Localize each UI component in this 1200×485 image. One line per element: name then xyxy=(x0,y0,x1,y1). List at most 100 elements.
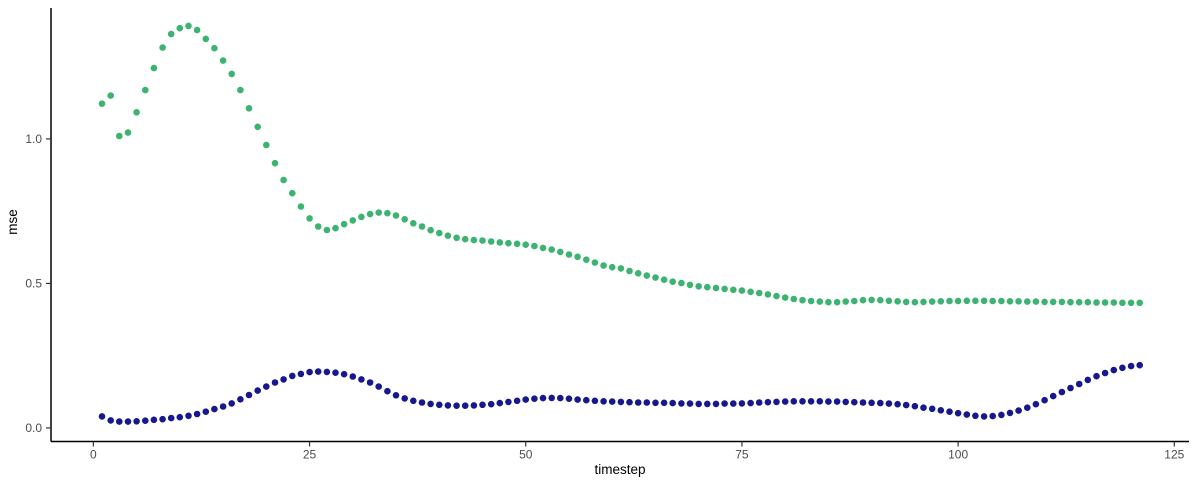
data-point xyxy=(349,373,357,380)
data-point xyxy=(1084,298,1092,306)
data-point xyxy=(669,399,676,407)
data-point xyxy=(626,267,633,275)
data-point xyxy=(401,216,409,223)
x-tick-label: 75 xyxy=(735,448,749,462)
data-point xyxy=(159,44,166,51)
data-point xyxy=(418,223,426,230)
data-point xyxy=(314,223,322,230)
data-point xyxy=(427,226,434,234)
data-point xyxy=(193,410,201,418)
data-point xyxy=(150,416,158,424)
data-point xyxy=(842,398,849,406)
data-point xyxy=(332,224,339,232)
data-point xyxy=(591,397,599,405)
data-point xyxy=(712,400,720,408)
data-point xyxy=(211,44,218,52)
data-point xyxy=(877,296,884,304)
data-point xyxy=(219,403,227,410)
data-point xyxy=(1093,299,1100,306)
data-point xyxy=(159,415,166,423)
x-tick-label: 125 xyxy=(1164,448,1184,462)
data-point xyxy=(755,289,763,297)
data-point xyxy=(851,398,858,406)
data-point xyxy=(1067,384,1074,392)
data-point xyxy=(1101,369,1109,377)
data-point xyxy=(911,298,919,306)
data-point xyxy=(980,413,988,420)
data-point xyxy=(678,400,685,407)
data-point xyxy=(219,57,227,64)
data-point xyxy=(928,405,936,413)
data-point xyxy=(340,370,348,378)
data-point xyxy=(1101,299,1109,306)
data-point xyxy=(773,292,780,300)
data-point xyxy=(730,286,737,294)
data-point xyxy=(574,253,581,261)
data-point xyxy=(608,398,616,405)
data-point xyxy=(245,105,253,112)
data-point xyxy=(781,398,789,405)
axes: 0 25 50 75 100 125 0.0 0.5 1.0 xyxy=(25,8,1189,462)
data-point xyxy=(539,394,547,402)
x-tick-label: 25 xyxy=(303,448,317,462)
data-point xyxy=(721,400,728,407)
data-point xyxy=(444,402,452,409)
data-point xyxy=(1006,298,1014,305)
data-point xyxy=(946,408,953,416)
data-point xyxy=(410,220,417,227)
data-point xyxy=(617,265,625,272)
data-point xyxy=(1032,400,1040,408)
x-axis-title: timestep xyxy=(594,462,645,477)
data-point xyxy=(721,285,728,293)
data-point xyxy=(548,246,555,253)
data-point xyxy=(1127,362,1135,370)
data-point xyxy=(116,418,123,425)
data-point xyxy=(479,237,486,244)
data-point xyxy=(176,413,184,421)
data-point xyxy=(946,297,953,305)
data-point xyxy=(470,236,478,244)
data-point xyxy=(289,189,296,197)
data-point xyxy=(842,298,849,305)
data-point xyxy=(1110,366,1118,374)
data-point xyxy=(107,417,114,424)
data-point xyxy=(730,400,737,407)
data-point xyxy=(470,402,478,409)
data-point xyxy=(1110,299,1118,306)
data-point xyxy=(193,26,201,34)
data-point xyxy=(297,203,305,210)
data-point xyxy=(911,402,919,410)
data-point xyxy=(859,399,867,406)
data-point xyxy=(833,398,841,405)
data-point xyxy=(522,241,529,248)
data-point xyxy=(695,400,702,408)
data-point xyxy=(496,399,504,407)
data-point xyxy=(591,259,599,266)
data-point xyxy=(1058,388,1066,396)
data-point xyxy=(271,159,279,167)
data-point xyxy=(280,376,287,383)
data-point xyxy=(314,368,322,375)
data-point xyxy=(1058,298,1066,306)
data-point xyxy=(1127,299,1135,307)
data-point xyxy=(704,283,711,291)
data-point xyxy=(496,239,504,246)
data-point xyxy=(557,394,564,402)
data-point xyxy=(851,297,858,305)
data-point xyxy=(479,401,486,409)
data-point xyxy=(712,284,720,292)
data-point xyxy=(531,242,538,250)
data-point xyxy=(1006,409,1014,417)
data-point xyxy=(686,400,694,407)
data-point xyxy=(738,400,746,407)
data-point xyxy=(998,411,1005,419)
data-point xyxy=(1084,376,1092,384)
x-tick-label: 0 xyxy=(90,448,97,462)
data-point xyxy=(902,298,910,306)
data-point xyxy=(531,395,538,403)
data-point xyxy=(954,409,962,417)
data-point xyxy=(513,397,521,405)
data-point xyxy=(202,408,210,416)
data-point xyxy=(816,398,824,405)
data-point xyxy=(600,262,607,269)
